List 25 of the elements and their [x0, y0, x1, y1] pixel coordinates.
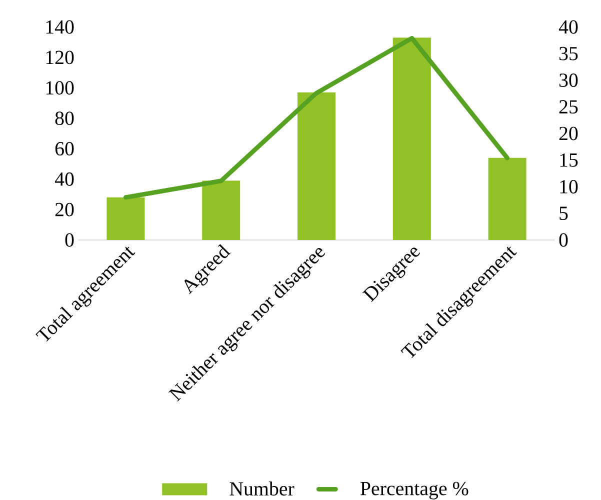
y2-tick-label: 30: [559, 74, 578, 87]
y-tick-label: 80: [55, 112, 74, 125]
legend-label: Percentage %: [360, 482, 468, 500]
y2-tick-label: 10: [560, 180, 578, 194]
y-tick-label: 0: [65, 233, 74, 247]
bar: [106, 197, 145, 240]
y2-tick-label: 5: [560, 206, 568, 220]
y2-tick-label: 20: [559, 126, 578, 140]
bar: [202, 180, 240, 240]
y-tick-label: 140: [46, 20, 74, 34]
bar: [392, 38, 431, 240]
y-tick-label: 120: [46, 50, 74, 64]
y-tick-label: 60: [55, 142, 74, 156]
legend-label: Number: [230, 482, 294, 496]
y2-tick-label: 15: [560, 153, 578, 167]
bar: [298, 92, 336, 240]
y2-tick-label: 35: [559, 46, 578, 60]
y2-tick-label: 25: [559, 100, 578, 114]
y-tick-label: 40: [54, 172, 74, 186]
y2-tick-label: 0: [559, 233, 568, 247]
line-series: [123, 36, 510, 200]
y2-tick-label: 40: [558, 20, 578, 34]
y-tick-label: 20: [55, 202, 74, 216]
bar: [488, 158, 526, 240]
y-tick-label: 100: [46, 81, 74, 95]
